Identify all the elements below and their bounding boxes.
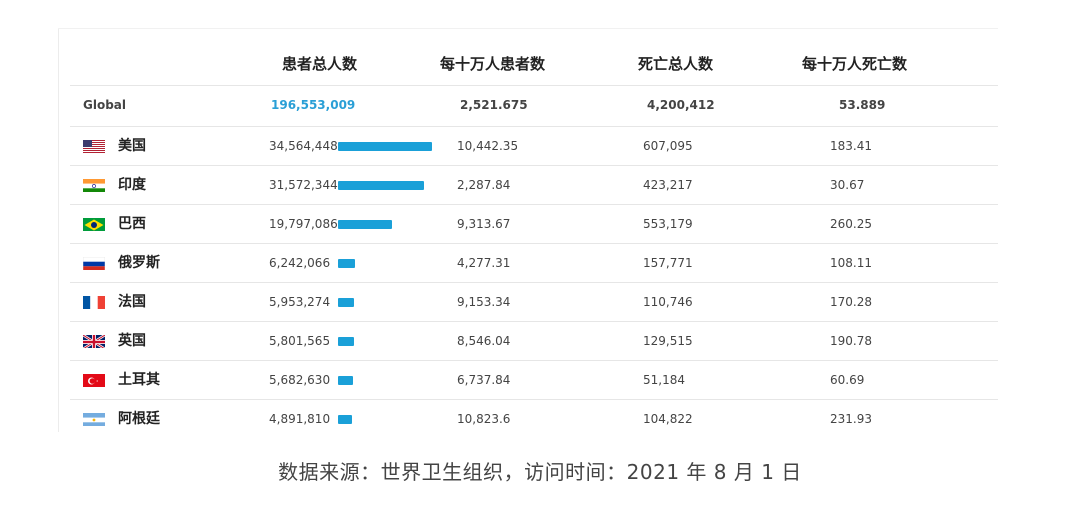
cases-value: 4,891,810 xyxy=(269,412,331,426)
cases-bar xyxy=(338,142,432,151)
row-divider xyxy=(70,360,998,361)
deaths-per-100k-value: 60.69 xyxy=(830,373,865,387)
deaths-value: 157,771 xyxy=(643,256,693,270)
row-divider xyxy=(70,204,998,205)
india-flag-icon xyxy=(83,178,105,192)
table-row: 俄罗斯 6,242,066 4,277.31 157,771 108.11 xyxy=(0,244,1080,283)
cases-per-100k-value: 6,737.84 xyxy=(457,373,511,387)
row-divider xyxy=(70,399,998,400)
deaths-per-100k-value: 260.25 xyxy=(830,217,872,231)
country-name: 法国 xyxy=(118,294,146,310)
argentina-flag-icon xyxy=(83,412,105,426)
deaths-value: 110,746 xyxy=(643,295,693,309)
cases-per-100k-value: 10,823.6 xyxy=(457,412,511,426)
country-name: 阿根廷 xyxy=(118,411,160,427)
country-name: 土耳其 xyxy=(118,372,160,388)
table-row: 巴西 19,797,086 9,313.67 553,179 260.25 xyxy=(0,205,1080,244)
cases-value: 6,242,066 xyxy=(269,256,331,270)
data-table-panel xyxy=(58,28,998,432)
country-name: 巴西 xyxy=(118,216,146,232)
brazil-flag-icon xyxy=(83,217,105,231)
header-cases: 患者总人数 xyxy=(282,55,358,73)
cases-value: 34,564,448 xyxy=(269,139,338,153)
cases-per-100k-value: 10,442.35 xyxy=(457,139,519,153)
country-name: 英国 xyxy=(118,333,146,349)
global-row: Global 196,553,009 2,521.675 4,200,412 5… xyxy=(0,86,1080,125)
deaths-value: 553,179 xyxy=(643,217,693,231)
deaths-value: 607,095 xyxy=(643,139,693,153)
cases-bar xyxy=(338,181,424,190)
deaths-per-100k-value: 30.67 xyxy=(830,178,865,192)
cases-value: 5,801,565 xyxy=(269,334,331,348)
cases-value: 31,572,344 xyxy=(269,178,338,192)
deaths-per-100k-value: 190.78 xyxy=(830,334,872,348)
cases-value: 19,797,086 xyxy=(269,217,338,231)
row-divider xyxy=(70,165,998,166)
cases-per-100k-value: 8,546.04 xyxy=(457,334,511,348)
cases-bar xyxy=(338,220,392,229)
global-deaths: 4,200,412 xyxy=(647,98,715,112)
deaths-value: 104,822 xyxy=(643,412,693,426)
global-label: Global xyxy=(83,98,127,112)
global-cases-per-100k: 2,521.675 xyxy=(460,98,528,112)
source-caption: 数据来源：世界卫生组织，访问时间：2021 年 8 月 1 日 xyxy=(278,460,802,484)
header-deaths-per-100k: 每十万人死亡数 xyxy=(802,55,908,73)
header-deaths: 死亡总人数 xyxy=(638,55,714,73)
cases-value: 5,953,274 xyxy=(269,295,331,309)
row-divider xyxy=(70,321,998,322)
table-row: 法国 5,953,274 9,153.34 110,746 170.28 xyxy=(0,283,1080,322)
table-row: 英国 5,801,565 8,546.04 129,515 190.78 xyxy=(0,322,1080,361)
deaths-per-100k-value: 183.41 xyxy=(830,139,872,153)
deaths-value: 51,184 xyxy=(643,373,685,387)
cases-per-100k-value: 9,313.67 xyxy=(457,217,511,231)
cases-bar xyxy=(338,415,352,424)
cases-per-100k-value: 4,277.31 xyxy=(457,256,511,270)
country-name: 俄罗斯 xyxy=(118,255,160,271)
table-row: 美国 34,564,448 10,442.35 607,095 183.41 xyxy=(0,127,1080,166)
global-cases: 196,553,009 xyxy=(271,98,356,112)
country-name: 印度 xyxy=(118,177,146,193)
deaths-per-100k-value: 108.11 xyxy=(830,256,872,270)
cases-bar xyxy=(338,298,355,307)
turkey-flag-icon xyxy=(83,373,105,387)
deaths-per-100k-value: 231.93 xyxy=(830,412,872,426)
cases-per-100k-value: 9,153.34 xyxy=(457,295,511,309)
row-divider xyxy=(70,243,998,244)
russia-flag-icon xyxy=(83,256,105,270)
france-flag-icon xyxy=(83,295,105,309)
table-row: 阿根廷 4,891,810 10,823.6 104,822 231.93 xyxy=(0,400,1080,439)
cases-bar xyxy=(338,337,354,346)
cases-value: 5,682,630 xyxy=(269,373,331,387)
country-name: 美国 xyxy=(118,138,146,154)
deaths-per-100k-value: 170.28 xyxy=(830,295,872,309)
global-deaths-per-100k: 53.889 xyxy=(839,98,886,112)
table-row: 印度 31,572,344 2,287.84 423,217 30.67 xyxy=(0,166,1080,205)
header-cases-per-100k: 每十万人患者数 xyxy=(440,55,546,73)
cases-bar xyxy=(338,376,354,385)
cases-per-100k-value: 2,287.84 xyxy=(457,178,511,192)
row-divider xyxy=(70,282,998,283)
uk-flag-icon xyxy=(83,334,105,348)
us-flag-icon xyxy=(83,139,105,153)
cases-bar xyxy=(338,259,355,268)
table-row: 土耳其 5,682,630 6,737.84 51,184 60.69 xyxy=(0,361,1080,400)
header-divider xyxy=(70,85,998,86)
deaths-value: 423,217 xyxy=(643,178,693,192)
deaths-value: 129,515 xyxy=(643,334,693,348)
